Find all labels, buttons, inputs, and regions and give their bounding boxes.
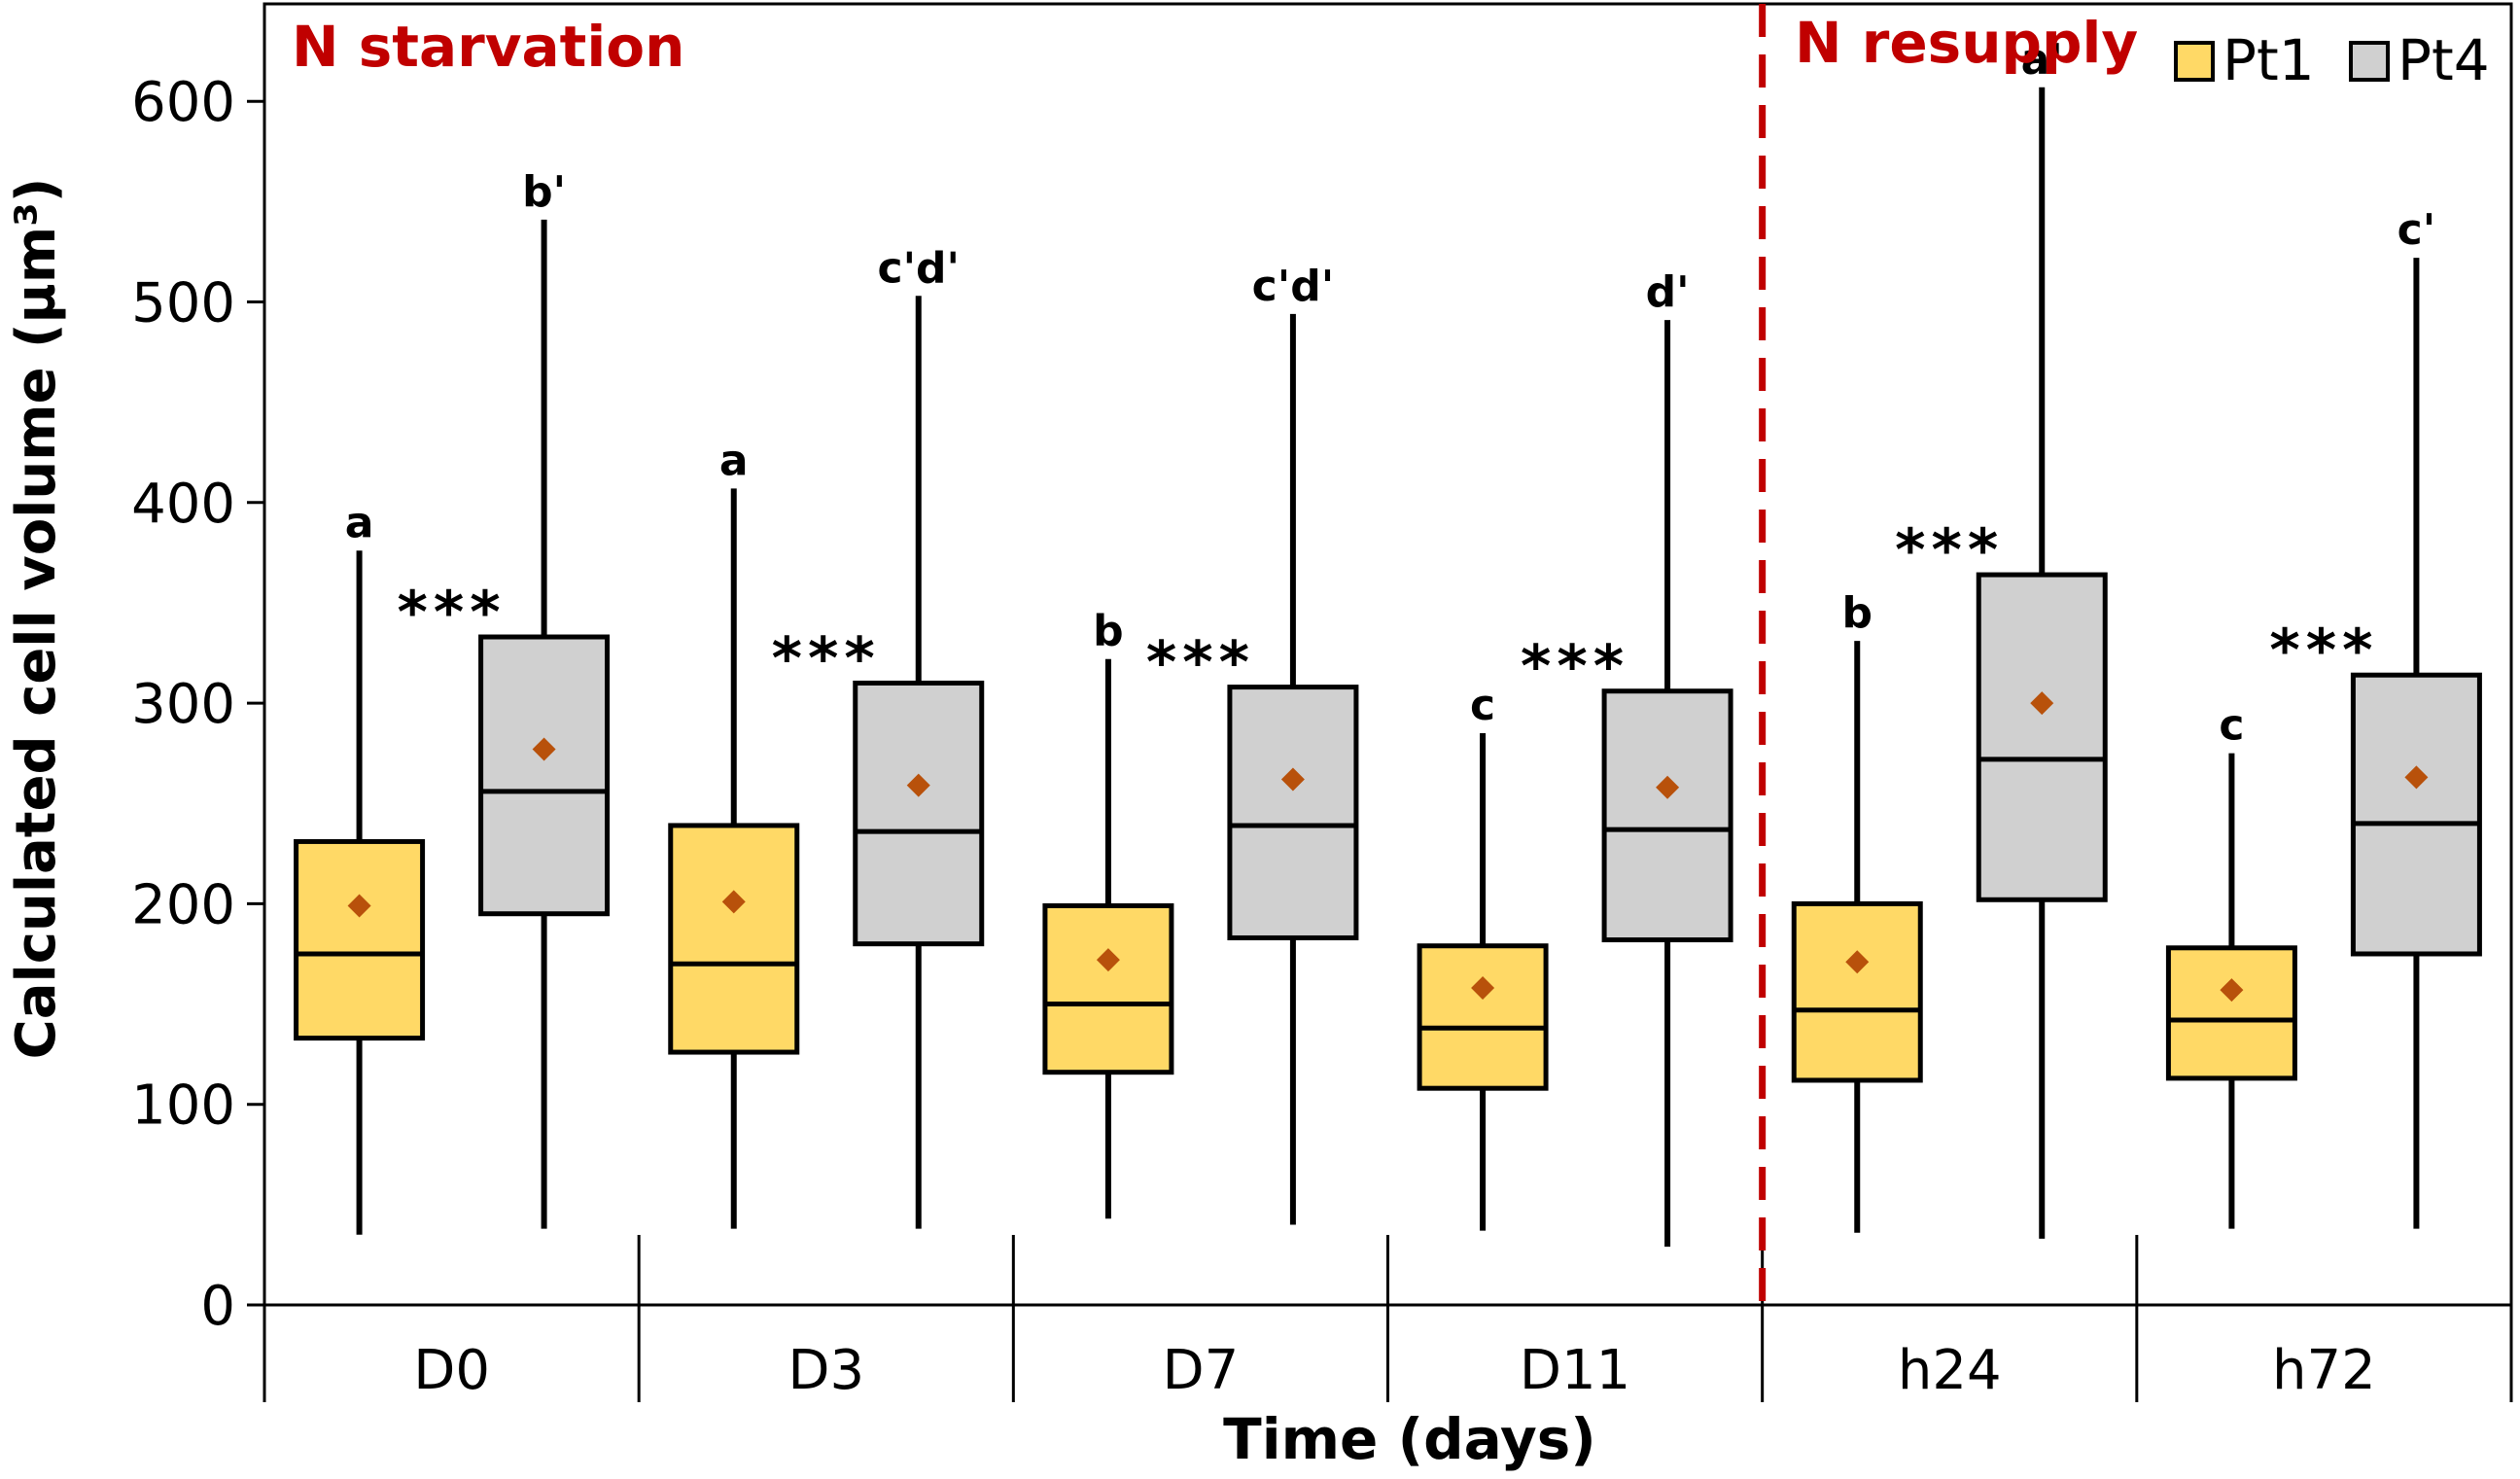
box-pt4 (2350, 672, 2482, 957)
x-axis-title: Time (days) (1223, 1406, 1596, 1472)
mean-marker (721, 890, 746, 914)
significance-letter: b' (522, 167, 566, 217)
legend-swatch-pt1 (2174, 41, 2215, 82)
x-tick-label: h72 (2272, 1339, 2376, 1402)
significance-stars: *** (1146, 629, 1255, 697)
mean-marker (906, 773, 930, 797)
box-pt4 (1227, 685, 1359, 940)
x-tick-label: h24 (1898, 1339, 2002, 1402)
significance-letter: c' (2398, 205, 2436, 255)
mean-marker (1845, 950, 1870, 974)
y-tick-label: 100 (131, 1074, 235, 1138)
y-tick-label: 300 (131, 673, 235, 736)
mean-marker (2404, 765, 2429, 790)
legend: Pt1 Pt4 (2174, 27, 2490, 93)
y-tick-label: 400 (131, 473, 235, 536)
box-pt1 (294, 838, 426, 1041)
mean-marker (1280, 767, 1305, 792)
mean-marker (532, 737, 556, 761)
significance-stars: *** (398, 579, 507, 647)
phase-label-resupply: N resupply (1795, 10, 2138, 76)
box-pt1 (1042, 902, 1174, 1075)
mean-marker (2030, 691, 2054, 716)
mean-marker (2220, 978, 2244, 1003)
x-tick-label: D3 (788, 1339, 864, 1402)
y-tick-label: 600 (131, 71, 235, 134)
significance-letter: a (345, 498, 374, 547)
phase-label-starvation: N starvation (292, 14, 684, 80)
significance-letter: c'd' (1252, 262, 1335, 311)
box-pt4 (1601, 688, 1733, 943)
box-pt4 (853, 680, 985, 947)
mean-marker (347, 894, 371, 918)
y-axis-title: Calculated cell volume (µm³) (5, 178, 68, 1060)
x-tick-label: D11 (1520, 1339, 1630, 1402)
box-pt1 (668, 823, 800, 1055)
y-tick-label: 200 (131, 873, 235, 936)
box-pt1 (1417, 943, 1549, 1091)
legend-label-pt1: Pt1 (2222, 27, 2315, 93)
box-pt4 (1976, 572, 2108, 902)
significance-letter: a' (2021, 35, 2063, 85)
significance-stars: *** (772, 624, 881, 692)
significance-letter: b (1093, 607, 1124, 656)
y-tick-label: 500 (131, 272, 235, 335)
mean-marker (1656, 775, 1680, 799)
significance-letter: c'd' (877, 243, 960, 293)
significance-letter: d' (1646, 267, 1690, 317)
significance-letter: c (1470, 681, 1495, 730)
y-tick-label: 0 (200, 1275, 235, 1338)
significance-stars: *** (1521, 633, 1629, 701)
x-tick-label: D0 (413, 1339, 490, 1402)
significance-stars: *** (2269, 616, 2378, 685)
box-pt1 (2165, 945, 2297, 1081)
significance-letter: c (2219, 701, 2244, 751)
x-tick-label: D7 (1163, 1339, 1240, 1402)
legend-label-pt4: Pt4 (2398, 27, 2490, 93)
legend-swatch-pt4 (2349, 41, 2390, 82)
box-pt4 (478, 634, 611, 917)
significance-letter: a (719, 436, 749, 485)
mean-marker (1471, 976, 1495, 1001)
mean-marker (1096, 948, 1120, 972)
box-pt1 (1791, 900, 1923, 1083)
significance-stars: *** (1895, 516, 2004, 584)
significance-letter: b (1842, 588, 1873, 638)
